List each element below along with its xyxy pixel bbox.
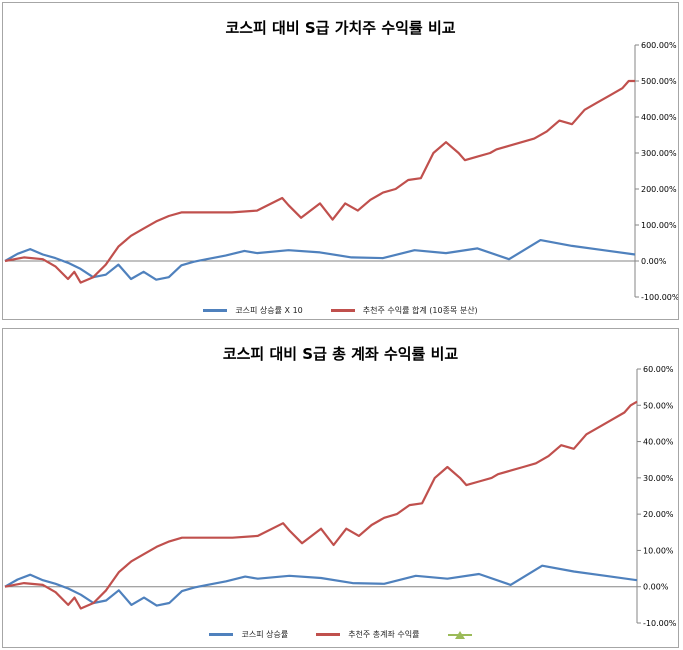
chart-legend: 코스피 상승률 X 10 추천주 수익률 합계 (10종목 분산) [3,305,678,316]
series-line-kospi [4,564,638,607]
legend-label: 추천주 총계좌 수익률 [348,630,420,639]
legend-label: 추천주 수익률 합계 (10종목 분산) [362,306,478,315]
legend-marker-green [447,630,472,639]
y-tick-label: -100.00% [641,293,678,302]
chart-panel-total-account: 코스피 대비 S급 총 계좌 수익률 비교 60.00% 50.00% 40.00%… [2,328,679,648]
y-tick-label: 10.00% [643,546,674,555]
chart-plot-area: 60.00% 50.00% 40.00% 30.00% 20.00% 10.00% 0.00… [4,365,677,628]
y-tick-label: 20.00% [643,510,674,519]
legend-item-kospi: 코스피 상승률 X 10 [203,305,303,316]
legend-swatch-red [316,633,341,636]
y-tick-label: 600.00% [641,41,677,50]
y-tick-label: 50.00% [643,401,674,410]
chart-title: 코스피 대비 S급 가치주 수익률 비교 [225,19,456,37]
y-tick-label: 30.00% [643,474,674,483]
y-tick-label: 60.00% [643,365,674,374]
y-tick-label: 0.00% [641,257,667,266]
chart-panel-value-stocks: 코스피 대비 S급 가치주 수익률 비교 600.00% 500.00% 400.0… [2,2,679,320]
legend-label: 코스피 상승률 X 10 [235,306,303,315]
legend-item-recommended: 추천주 총계좌 수익률 [316,629,420,640]
series-line-kospi [4,239,636,281]
y-tick-label: 400.00% [641,113,677,122]
legend-label: 코스피 상승률 [241,630,289,639]
chart-title: 코스피 대비 S급 총 계좌 수익률 비교 [222,345,459,363]
series-line-recommended [4,400,638,610]
y-tick-label: 500.00% [641,77,677,86]
chart-legend: 코스피 상승률 추천주 총계좌 수익률 [3,629,678,640]
legend-item-kospi: 코스피 상승률 [209,629,288,640]
legend-swatch-red [330,309,355,312]
y-tick-label: 40.00% [643,438,674,447]
legend-swatch-blue [209,633,234,636]
y-tick-label: 200.00% [641,185,677,194]
series-line-recommended [4,79,635,284]
chart-plot-area: 600.00% 500.00% 400.00% 300.00% 200.00% 100.0… [4,41,678,302]
legend-item-green-marker [447,629,472,640]
y-tick-label: -10.00% [643,619,677,628]
legend-swatch-blue [203,309,228,312]
y-tick-label: 300.00% [641,149,677,158]
y-tick-label: 0.00% [643,583,669,592]
legend-item-recommended: 추천주 수익률 합계 (10종목 분산) [330,305,478,316]
y-tick-label: 100.00% [641,221,677,230]
